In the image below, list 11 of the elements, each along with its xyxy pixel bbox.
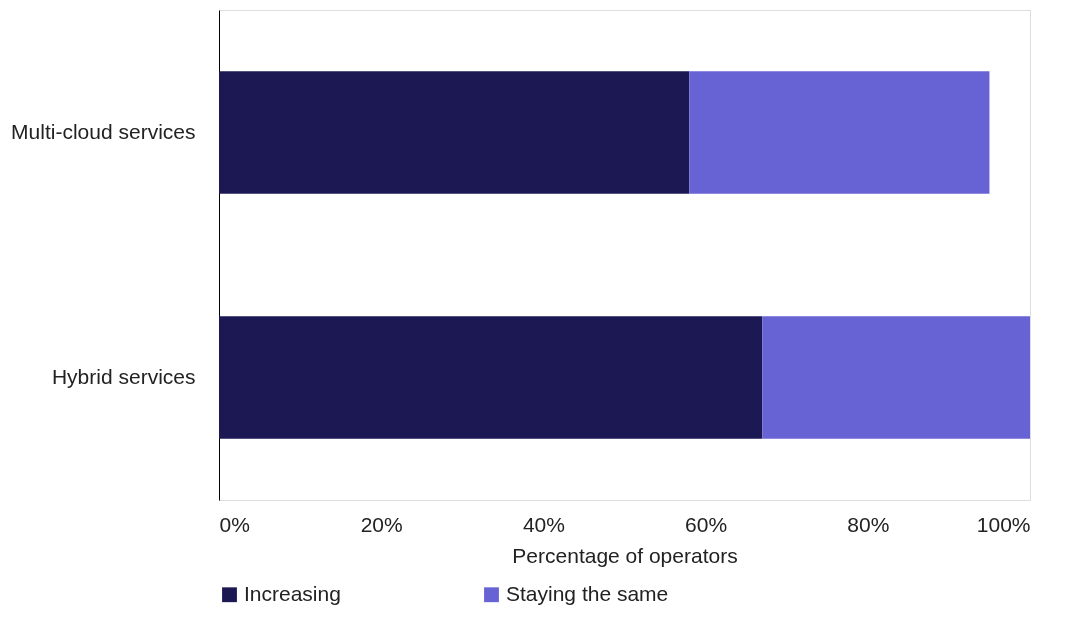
x-tick-label: 20% <box>360 512 403 536</box>
y-tick-label: Multi-cloud services <box>11 119 196 143</box>
legend-label: Increasing <box>244 581 341 605</box>
x-tick-label: 100% <box>976 512 1031 536</box>
y-tick-label: Hybrid services <box>51 364 196 388</box>
x-tick-label: 60% <box>685 512 728 536</box>
x-tick-label: 80% <box>847 512 890 536</box>
x-tick-label: 40% <box>522 512 565 536</box>
x-tick-label: 0% <box>219 512 250 536</box>
x-axis-title: Percentage of operators <box>512 543 738 567</box>
legend-label: Staying the same <box>506 581 669 605</box>
